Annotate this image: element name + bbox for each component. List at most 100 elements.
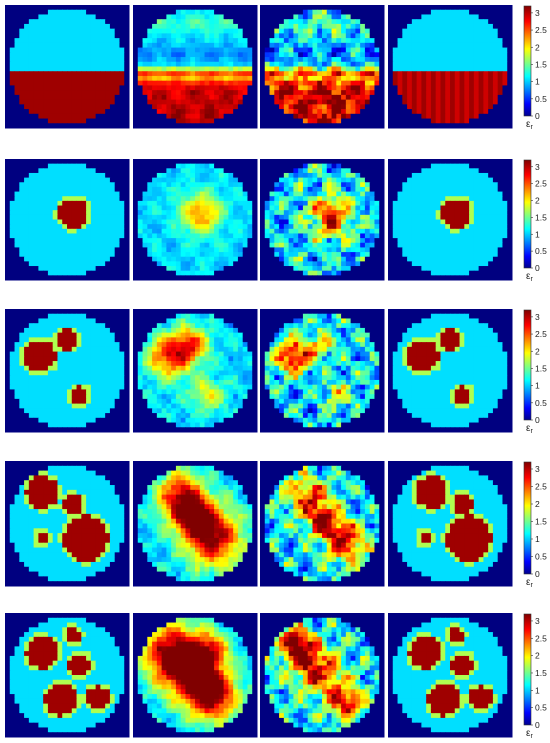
heatmap-cell	[47, 172, 54, 179]
heatmap-cell	[341, 210, 347, 216]
heatmap-cell	[379, 5, 385, 11]
heatmap-cell	[312, 275, 318, 281]
heatmap-cell	[147, 9, 153, 15]
heatmap-cell	[360, 52, 366, 58]
heatmap-cell	[57, 270, 63, 276]
heatmap-cell	[369, 163, 375, 169]
heatmap-cell	[57, 66, 63, 72]
heatmap-cell	[5, 182, 11, 188]
heatmap-cell	[67, 80, 73, 86]
heatmap-cell	[269, 159, 275, 165]
heatmap-cell	[260, 71, 266, 77]
heatmap-cell	[435, 33, 441, 39]
heatmap-cell	[345, 191, 352, 197]
heatmap-cell	[180, 214, 186, 220]
heatmap-cell	[43, 275, 49, 281]
heatmap-cell	[199, 85, 206, 91]
heatmap-cell	[260, 47, 266, 53]
heatmap-cell	[402, 71, 408, 77]
heatmap-cell	[142, 28, 148, 34]
heatmap-cell	[298, 19, 304, 25]
heatmap-cell	[100, 191, 106, 197]
heatmap-cell	[242, 186, 248, 193]
heatmap-cell	[209, 228, 215, 234]
heatmap-cell	[317, 219, 323, 225]
heatmap-cell	[214, 52, 220, 58]
heatmap-cell	[302, 99, 309, 105]
heatmap-cell	[119, 9, 125, 15]
heatmap-cell	[204, 191, 210, 197]
heatmap-cell	[252, 52, 258, 58]
heatmap-cell	[28, 219, 35, 225]
heatmap-cell	[185, 242, 191, 248]
heatmap-cell	[298, 238, 304, 244]
heatmap-cell	[411, 168, 418, 174]
heatmap-cell	[302, 228, 309, 234]
heatmap-cell	[492, 99, 499, 105]
heatmap-cell	[402, 42, 408, 49]
heatmap-cell	[264, 9, 271, 15]
heatmap-cell	[242, 9, 248, 15]
heatmap-cell	[283, 214, 290, 220]
heatmap-cell	[331, 224, 337, 230]
heatmap-cell	[190, 90, 196, 96]
heatmap-cell	[156, 85, 163, 91]
heatmap-cell	[33, 242, 39, 248]
heatmap-cell	[109, 256, 116, 262]
heatmap-cell	[9, 118, 16, 124]
heatmap-cell	[360, 38, 366, 44]
heatmap-cell	[223, 270, 229, 276]
heatmap-cell	[76, 42, 82, 49]
heatmap-cell	[147, 57, 153, 63]
heatmap-cell	[195, 19, 201, 25]
heatmap-cell	[331, 42, 337, 49]
heatmap-cell	[507, 71, 513, 77]
heatmap-cell	[341, 85, 347, 91]
heatmap-cell	[369, 200, 375, 207]
heatmap-cell	[252, 159, 258, 165]
heatmap-cell	[374, 109, 380, 115]
heatmap-cell	[473, 52, 480, 58]
heatmap-cell	[109, 228, 116, 234]
heatmap-cell	[218, 38, 225, 44]
heatmap-cell	[364, 247, 371, 253]
heatmap-cell	[133, 210, 139, 216]
heatmap-cell	[62, 228, 68, 234]
heatmap-cell	[283, 168, 290, 174]
heatmap-cell	[435, 118, 441, 124]
heatmap-cell	[62, 200, 68, 207]
heatmap-cell	[345, 261, 352, 267]
heatmap-cell	[374, 28, 380, 34]
heatmap-cell	[33, 224, 39, 230]
heatmap-cell	[274, 61, 280, 67]
heatmap-cell	[252, 47, 258, 53]
heatmap-cell	[171, 47, 177, 53]
heatmap-cell	[109, 196, 116, 202]
heatmap-cell	[137, 200, 144, 207]
heatmap-cell	[71, 200, 78, 207]
heatmap-cell	[288, 168, 294, 174]
heatmap-cell	[459, 23, 465, 30]
heatmap-cell	[345, 61, 352, 67]
heatmap-cell	[119, 75, 125, 82]
heatmap-cell	[233, 66, 239, 72]
heatmap-cell	[369, 224, 375, 230]
heatmap-cell	[242, 28, 248, 34]
heatmap-cell	[307, 5, 313, 11]
heatmap-cell	[76, 66, 82, 72]
heatmap-cell	[199, 256, 206, 262]
heatmap-cell	[360, 163, 366, 169]
heatmap-cell	[114, 14, 120, 20]
heatmap-cell	[317, 196, 323, 202]
heatmap-cell	[218, 47, 225, 53]
heatmap-cell	[430, 42, 437, 49]
heatmap-cell	[228, 228, 234, 234]
heatmap-cell	[374, 200, 380, 207]
heatmap-cell	[223, 266, 229, 272]
heatmap-cell	[190, 52, 196, 58]
heatmap-cell	[307, 228, 313, 234]
heatmap-cell	[430, 19, 437, 25]
heatmap-cell	[322, 28, 328, 34]
heatmap-cell	[302, 196, 309, 202]
heatmap-cell	[175, 75, 182, 82]
